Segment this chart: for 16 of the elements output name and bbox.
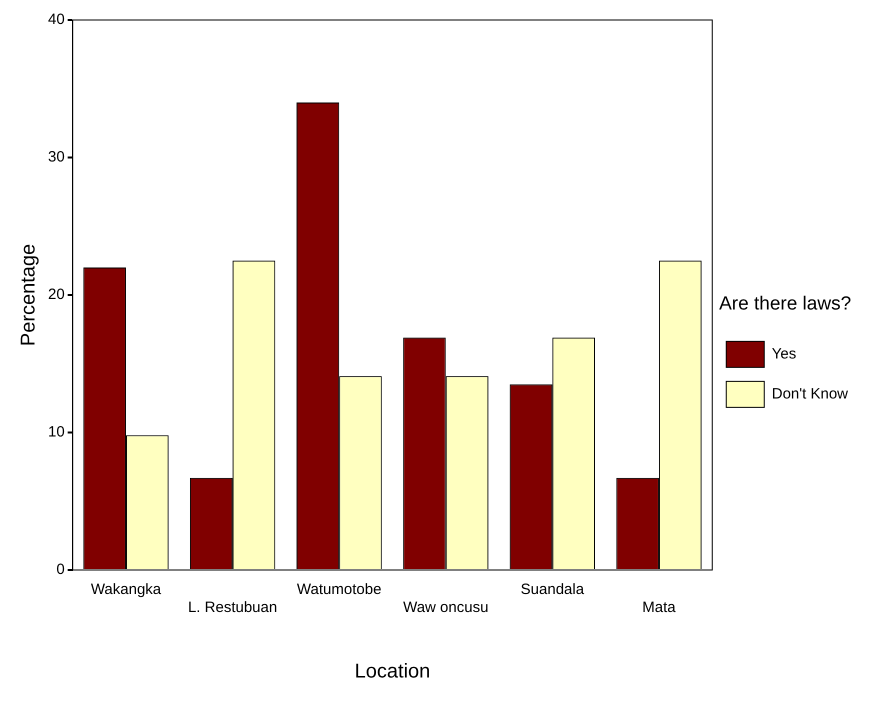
y-axis-title: Percentage <box>18 244 40 346</box>
x-tick-label: Watumotobe <box>296 581 382 598</box>
x-tick-label: Suandala <box>520 581 585 598</box>
y-tick-label: 10 <box>48 424 65 441</box>
x-tick-label: Wakangka <box>90 581 162 598</box>
y-tick-label: 30 <box>48 148 65 166</box>
y-tick-label: 0 <box>56 561 65 578</box>
x-axis-title: Location <box>354 660 430 683</box>
y-tick-label: 40 <box>48 11 65 28</box>
legend-label: Don't Know <box>772 386 848 403</box>
legend-label: Yes <box>772 346 796 363</box>
legend-title: Are there laws? <box>719 293 852 314</box>
x-tick-label: L. Restubuan <box>188 599 278 616</box>
x-tick-label: Mata <box>642 599 676 616</box>
y-tick-label: 20 <box>48 286 65 304</box>
x-tick-label: Waw oncusu <box>403 599 488 616</box>
